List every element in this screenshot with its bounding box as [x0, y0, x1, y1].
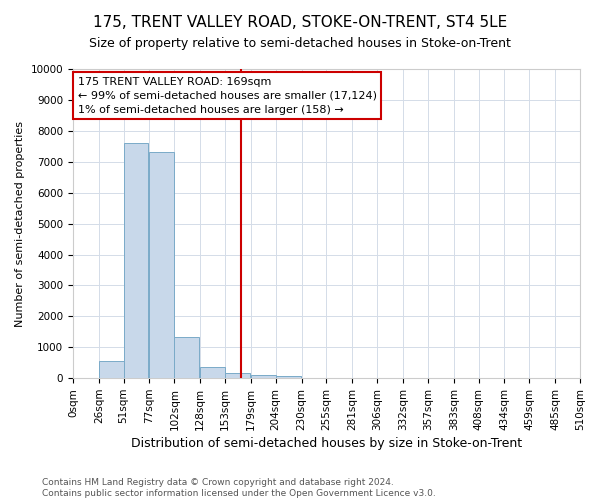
Bar: [175, 337, 199, 378]
Text: Contains HM Land Registry data © Crown copyright and database right 2024.
Contai: Contains HM Land Registry data © Crown c…: [42, 478, 436, 498]
Text: 175, TRENT VALLEY ROAD, STOKE-ON-TRENT, ST4 5LE: 175, TRENT VALLEY ROAD, STOKE-ON-TRENT, …: [93, 15, 507, 30]
Bar: [200, 368, 225, 378]
Bar: [124, 143, 148, 378]
Bar: [251, 375, 276, 378]
Bar: [276, 376, 301, 378]
Bar: [99, 361, 124, 378]
Text: Size of property relative to semi-detached houses in Stoke-on-Trent: Size of property relative to semi-detach…: [89, 38, 511, 51]
Bar: [149, 152, 175, 378]
Y-axis label: Number of semi-detached properties: Number of semi-detached properties: [15, 120, 25, 326]
X-axis label: Distribution of semi-detached houses by size in Stoke-on-Trent: Distribution of semi-detached houses by …: [131, 437, 522, 450]
Bar: [225, 372, 250, 378]
Text: 175 TRENT VALLEY ROAD: 169sqm
← 99% of semi-detached houses are smaller (17,124): 175 TRENT VALLEY ROAD: 169sqm ← 99% of s…: [78, 76, 377, 114]
